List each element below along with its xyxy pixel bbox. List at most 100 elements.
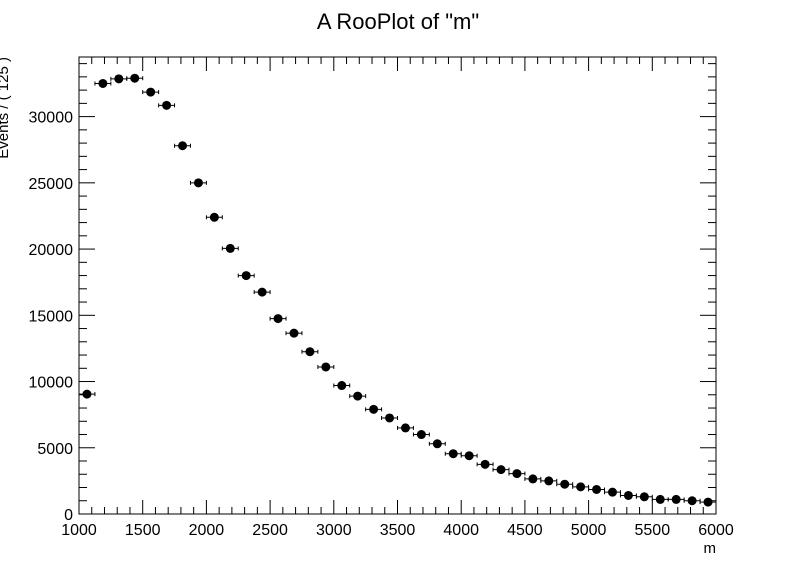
point-marker [687, 496, 697, 506]
data-point [285, 328, 303, 338]
data-point [269, 314, 287, 324]
point-marker [321, 362, 331, 372]
data-point [381, 413, 398, 423]
point-marker [114, 74, 124, 84]
point-marker [241, 271, 251, 281]
point-marker [209, 212, 219, 222]
data-point [126, 73, 144, 83]
x-tick-label: 4500 [507, 522, 543, 539]
point-marker [305, 347, 315, 357]
x-tick-label: 1500 [125, 522, 161, 539]
point-marker [544, 476, 554, 486]
point-marker [655, 494, 665, 504]
data-point [651, 494, 669, 504]
point-marker [289, 328, 299, 338]
point-marker [225, 243, 235, 253]
data-point [333, 381, 351, 391]
x-tick-label: 3000 [316, 522, 352, 539]
point-marker [528, 474, 538, 484]
point-marker [146, 87, 156, 97]
point-marker [273, 314, 283, 324]
point-marker [162, 100, 172, 110]
x-tick-label: 3500 [380, 522, 416, 539]
data-point [444, 449, 462, 459]
x-tick-label: 1000 [61, 522, 97, 539]
data-point [492, 465, 510, 475]
point-marker [703, 497, 713, 507]
data-point [619, 490, 637, 500]
x-axis-title: m [704, 540, 717, 557]
x-tick-label: 5500 [635, 522, 671, 539]
point-marker [193, 178, 203, 188]
data-point [397, 423, 414, 433]
y-tick-labels: 0 5000 10000 15000 20000 25000 30000 [29, 110, 74, 524]
point-marker [353, 391, 363, 401]
data-point [237, 271, 255, 281]
point-marker [480, 459, 490, 469]
point-marker [496, 465, 506, 475]
point-marker [623, 490, 633, 500]
axis-ticks [78, 57, 717, 515]
point-marker [178, 141, 188, 151]
data-point [174, 141, 191, 151]
chart-title: A RooPlot of "m" [317, 9, 479, 34]
point-marker [448, 449, 458, 459]
y-tick-label: 20000 [29, 242, 74, 259]
data-point [205, 212, 223, 222]
point-marker [416, 430, 426, 440]
data-point [683, 496, 701, 506]
data-point [142, 87, 160, 97]
y-tick-label: 25000 [29, 176, 74, 193]
data-point [524, 474, 542, 484]
data-point [221, 243, 239, 253]
point-marker [257, 287, 267, 297]
y-tick-label: 30000 [29, 110, 74, 127]
data-point [699, 497, 717, 507]
x-tick-label: 6000 [698, 522, 734, 539]
y-tick-label: 15000 [29, 308, 74, 325]
point-marker [576, 482, 586, 492]
point-marker [464, 451, 474, 461]
y-tick-label: 0 [64, 507, 73, 524]
point-marker [369, 404, 379, 414]
data-point [94, 78, 112, 88]
y-tick-label: 10000 [29, 375, 74, 392]
point-marker [592, 484, 602, 494]
data-point [158, 100, 176, 110]
data-point [460, 451, 478, 461]
point-marker [82, 389, 92, 399]
data-point [556, 479, 574, 489]
data-point [540, 476, 558, 486]
x-tick-labels: 1000 1500 2000 2500 3000 3500 4000 4500 5000 5500… [61, 522, 734, 539]
point-marker [337, 381, 347, 391]
data-point [110, 74, 128, 84]
plot-frame [78, 56, 717, 515]
data-point [317, 362, 335, 372]
data-point [604, 487, 621, 497]
point-marker [639, 492, 649, 502]
data-point [508, 469, 526, 479]
y-axis-title: Events / ( 125 ) [0, 57, 12, 159]
data-point [189, 178, 207, 188]
data-point [428, 439, 446, 449]
x-tick-label: 2500 [252, 522, 288, 539]
y-tick-label: 5000 [37, 441, 73, 458]
point-marker [130, 73, 140, 83]
point-marker [432, 439, 442, 449]
data-point [365, 404, 383, 414]
data-points [78, 73, 717, 507]
data-point [588, 484, 606, 494]
x-tick-label: 2000 [189, 522, 225, 539]
data-point [667, 494, 685, 504]
point-marker [607, 487, 617, 497]
point-marker [385, 413, 395, 423]
data-point [476, 459, 494, 469]
data-point [301, 347, 319, 357]
x-tick-label: 4000 [443, 522, 479, 539]
data-point [349, 391, 367, 401]
point-marker [512, 469, 522, 479]
point-marker [98, 78, 108, 88]
x-tick-label: 5000 [571, 522, 607, 539]
point-marker [671, 494, 681, 504]
